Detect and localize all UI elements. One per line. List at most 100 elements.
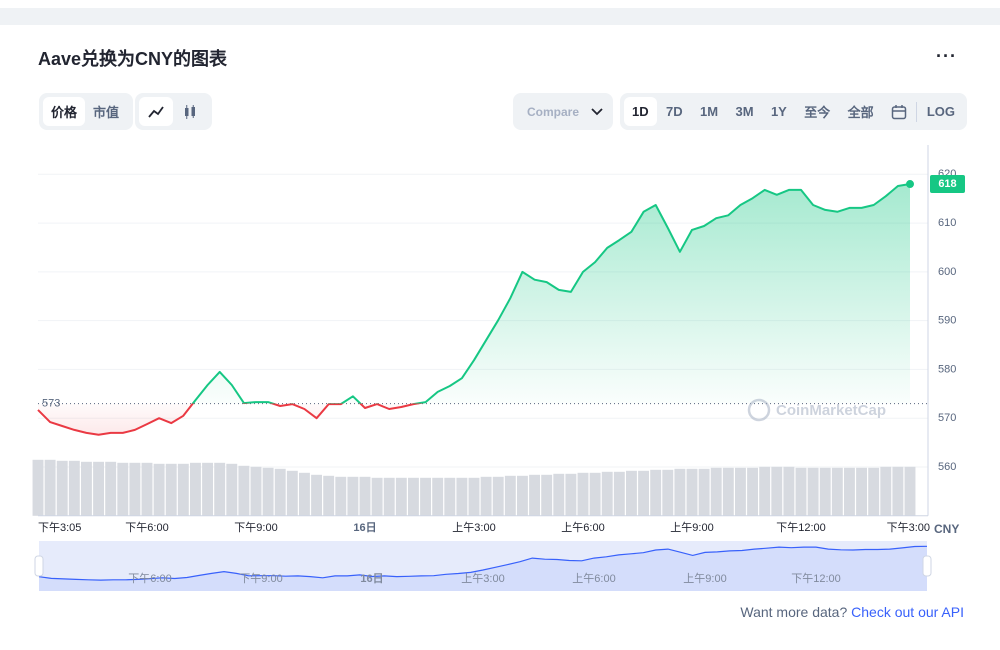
volume-bar: [262, 467, 274, 516]
watermark-logo: [747, 398, 771, 422]
volume-bar: [650, 469, 662, 516]
footer-question: Want more data?: [740, 604, 848, 620]
volume-bar: [674, 468, 686, 516]
range-button[interactable]: 7D: [666, 104, 683, 119]
navigator-label: 下午9:00: [239, 572, 282, 585]
tab-button[interactable]: 市值: [93, 105, 120, 120]
navigator-label: 上午3:00: [461, 572, 504, 585]
navigator-line: [38, 545, 928, 581]
volume-bar: [347, 476, 359, 516]
range-button[interactable]: 1M: [700, 104, 719, 119]
volume-bar: [843, 467, 855, 516]
tab-button[interactable]: 价格: [43, 97, 86, 126]
navigator-label: 上午9:00: [683, 572, 726, 585]
range-button[interactable]: 1Y: [770, 104, 787, 119]
x-tick-label: 下午6:00: [125, 521, 168, 534]
volume-bar: [56, 460, 68, 516]
volume-bar: [44, 459, 56, 516]
api-link[interactable]: Check out our API: [851, 604, 964, 620]
volume-bar: [710, 467, 722, 516]
volume-bar: [141, 462, 153, 516]
reference-label: 573: [42, 397, 60, 409]
volume-bar: [601, 471, 613, 516]
volume-bar: [819, 467, 831, 516]
y-tick-label: 570: [938, 412, 956, 424]
separator: [916, 101, 918, 122]
watermark: CoinMarketCap: [747, 398, 886, 422]
volume-bar: [904, 466, 916, 516]
volume-bar: [565, 473, 577, 516]
range-button[interactable]: 3M: [735, 104, 754, 119]
navigator-label: 上午6:00: [572, 572, 615, 585]
volume-bar: [444, 477, 456, 516]
range-button[interactable]: 1D: [624, 97, 657, 126]
volume-bar: [589, 472, 601, 516]
volume-bar: [153, 463, 165, 516]
volume-bar: [129, 462, 141, 516]
volume-bar: [492, 476, 504, 516]
volume-bar: [880, 466, 892, 516]
candle-chart-button[interactable]: [173, 97, 207, 126]
candle-icon: [185, 104, 195, 119]
area-fill: [38, 184, 910, 435]
volume-bar: [795, 467, 807, 516]
volume-bar: [407, 477, 419, 516]
price-badge-label: 618: [938, 178, 956, 190]
volume-bar: [274, 468, 286, 516]
volume-bar: [504, 475, 516, 516]
volume-bar: [480, 476, 492, 516]
volume-bar: [383, 477, 395, 516]
top-strip: [0, 8, 1000, 25]
line-chart-button[interactable]: [139, 97, 173, 126]
navigator-handle[interactable]: [34, 555, 44, 577]
more-menu[interactable]: ···: [936, 46, 957, 66]
navigator-handle[interactable]: [922, 555, 932, 577]
volume-bar: [686, 468, 698, 516]
volume-bar: [189, 462, 201, 516]
y-tick-label: 610: [938, 217, 956, 229]
volume-bar: [420, 477, 432, 516]
axis-unit: CNY: [934, 522, 959, 536]
x-tick-label: 下午9:00: [234, 521, 277, 534]
chart-type-group: [135, 93, 212, 130]
volume-bar: [516, 475, 528, 516]
price-badge: [930, 175, 965, 194]
volume-bar: [68, 460, 80, 516]
range-button[interactable]: 全部: [847, 105, 874, 120]
volume-bar: [807, 467, 819, 516]
volume-bar: [177, 463, 189, 516]
compare-label: Compare: [527, 104, 580, 119]
volume-bar: [105, 461, 117, 516]
volume-bar: [759, 466, 771, 516]
volume-bar: [93, 461, 105, 516]
volume-bar: [335, 476, 347, 516]
navigator-label: 16日: [360, 572, 383, 585]
range-button[interactable]: 至今: [804, 105, 831, 120]
line-icon: [148, 105, 164, 118]
y-tick-label: 590: [938, 315, 956, 327]
x-tick-label: 上午9:00: [670, 521, 713, 534]
volume-bar: [638, 470, 650, 516]
y-tick-label: 560: [938, 461, 956, 473]
volume-bar: [747, 467, 759, 516]
x-tick-label: 上午3:00: [452, 521, 495, 534]
volume-bar: [856, 467, 868, 516]
volume-bar: [311, 474, 323, 516]
volume-bar: [250, 466, 262, 516]
volume-bar: [395, 477, 407, 516]
log-button[interactable]: LOG: [926, 104, 955, 119]
volume-bar: [662, 469, 674, 516]
x-tick-label: 下午3:05: [38, 521, 81, 534]
volume-bar: [613, 471, 625, 516]
x-tick-label: 上午6:00: [561, 521, 604, 534]
volume-bar: [80, 461, 92, 516]
compare-select[interactable]: Compare: [513, 93, 613, 130]
navigator-area: [39, 546, 927, 591]
x-tick-label: 16日: [353, 521, 376, 534]
y-tick-label: 580: [938, 363, 956, 375]
calendar-button[interactable]: [883, 97, 915, 126]
range-group: 1D 7D 1M 3M 1Y 至今 全部 LOG: [620, 93, 967, 130]
volume-bar: [541, 474, 553, 516]
volume-bar: [298, 472, 310, 516]
